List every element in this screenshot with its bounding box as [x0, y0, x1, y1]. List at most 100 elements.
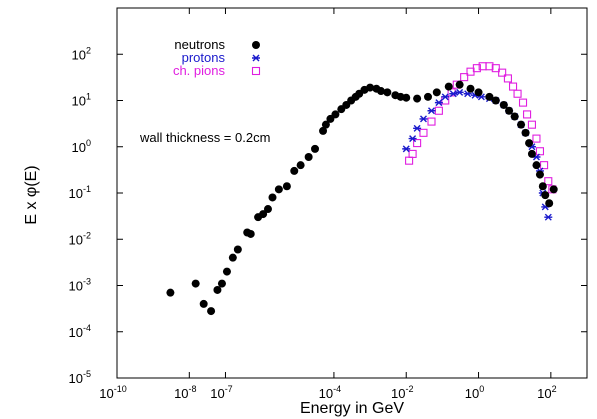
data-point-neutrons: [505, 106, 514, 115]
data-point-ch-pions: [513, 89, 522, 98]
data-point-neutrons: [304, 153, 313, 162]
x-tick-base: 10: [537, 386, 551, 401]
legend-marker-protons: [252, 54, 260, 62]
y-tick-label: 10-1: [69, 184, 91, 201]
data-point-protons: [455, 88, 464, 96]
data-point-neutrons: [527, 149, 536, 158]
data-point-ch-pions: [523, 110, 532, 119]
data-point-ch-pions: [419, 128, 428, 137]
x-tick-base: 10: [99, 386, 113, 401]
x-tick-base: 10: [210, 386, 224, 401]
data-point-neutrons: [535, 170, 544, 179]
data-point-neutrons: [521, 128, 530, 137]
data-point-neutrons: [423, 92, 432, 101]
data-point-neutrons: [290, 166, 299, 175]
x-tick-base: 10: [391, 386, 405, 401]
data-point-protons: [427, 107, 436, 115]
y-tick-exponent: -5: [83, 369, 91, 379]
data-point-neutrons: [525, 139, 534, 148]
y-tick-base: 10: [72, 140, 86, 155]
y-tick-exponent: 2: [86, 45, 91, 55]
data-point-neutrons: [166, 288, 175, 297]
data-point-neutrons: [532, 161, 541, 170]
x-tick-exponent: -4: [333, 384, 341, 394]
data-point-neutrons: [545, 199, 554, 208]
data-point-ch-pions: [491, 64, 500, 73]
data-point-ch-pions: [460, 73, 469, 82]
x-tick-exponent: 0: [479, 384, 484, 394]
data-point-neutrons: [213, 285, 222, 294]
data-point-ch-pions: [527, 120, 536, 129]
x-tick-exponent: -8: [189, 384, 197, 394]
data-point-protons: [441, 93, 450, 101]
data-point-ch-pions: [540, 161, 549, 170]
x-tick-base: 10: [319, 386, 333, 401]
data-point-neutrons: [282, 182, 291, 191]
x-axis-label: Energy in GeV: [300, 400, 404, 417]
data-point-ch-pions: [503, 74, 512, 83]
data-point-neutrons: [510, 112, 519, 121]
x-tick-label: 10-8: [174, 384, 196, 401]
data-point-neutrons: [499, 100, 508, 109]
data-point-ch-pions: [532, 134, 541, 143]
y-tick-label: 102: [72, 45, 91, 62]
data-point-ch-pions: [408, 149, 417, 158]
y-tick-label: 100: [72, 138, 91, 155]
y-tick-label: 10-4: [69, 323, 91, 340]
x-tick-label: 10-7: [210, 384, 232, 401]
data-point-neutrons: [191, 279, 200, 288]
x-tick-label: 10-4: [319, 384, 341, 401]
data-point-ch-pions: [405, 156, 414, 165]
data-point-neutrons: [366, 83, 375, 92]
data-point-protons: [402, 145, 411, 153]
legend-label-neutrons: neutrons: [174, 37, 225, 52]
x-tick-exponent: -10: [114, 384, 127, 394]
data-point-ch-pions: [427, 117, 436, 126]
y-tick-exponent: -2: [83, 230, 91, 240]
y-tick-base: 10: [72, 47, 86, 62]
data-point-neutrons: [233, 245, 242, 254]
y-axis-label: E x φ(E): [23, 165, 40, 224]
data-point-neutrons: [217, 279, 226, 288]
x-tick-label: 10-2: [391, 384, 413, 401]
y-tick-label: 10-5: [69, 369, 91, 386]
data-point-neutrons: [199, 299, 208, 308]
x-tick-label: 10-10: [99, 384, 126, 401]
legend-marker-ch-pions: [251, 66, 261, 76]
data-point-protons: [449, 90, 458, 98]
data-point-neutrons: [268, 193, 277, 202]
x-tick-exponent: -7: [225, 384, 233, 394]
legend-label-protons: protons: [182, 50, 226, 65]
data-point-neutrons: [538, 182, 547, 191]
x-tick-base: 10: [174, 386, 188, 401]
x-tick-base: 10: [465, 386, 479, 401]
data-point-neutrons: [331, 110, 340, 119]
y-tick-exponent: 1: [86, 92, 91, 102]
data-point-ch-pions: [472, 64, 481, 73]
data-point-neutrons: [263, 205, 272, 214]
data-point-neutrons: [432, 88, 441, 97]
data-point-ch-pions: [535, 147, 545, 156]
data-point-neutrons: [274, 185, 283, 194]
data-point-ch-pions: [544, 177, 553, 186]
data-point-ch-pions: [518, 98, 528, 107]
data-point-neutrons: [259, 210, 268, 219]
annotation-wall-thickness: wall thickness = 0.2cm: [139, 130, 270, 145]
legend-marker-neutrons: [252, 41, 260, 49]
data-point-ch-pions: [498, 68, 507, 77]
data-marks: [166, 62, 558, 316]
axis-ticks: 10-10 10-8 10-7 10-4 10-2 100 10210-510-410-31…: [69, 8, 587, 401]
data-point-protons: [419, 115, 428, 123]
x-tick-label: 100: [465, 384, 484, 401]
data-point-ch-pions: [508, 82, 518, 91]
y-tick-exponent: 0: [86, 138, 91, 148]
data-point-neutrons: [413, 94, 422, 103]
data-point-ch-pions: [434, 106, 443, 115]
y-tick-base: 10: [69, 279, 83, 294]
data-point-neutrons: [541, 191, 550, 200]
data-point-neutrons: [517, 120, 526, 129]
data-point-neutrons: [549, 185, 558, 194]
data-point-neutrons: [491, 96, 500, 105]
